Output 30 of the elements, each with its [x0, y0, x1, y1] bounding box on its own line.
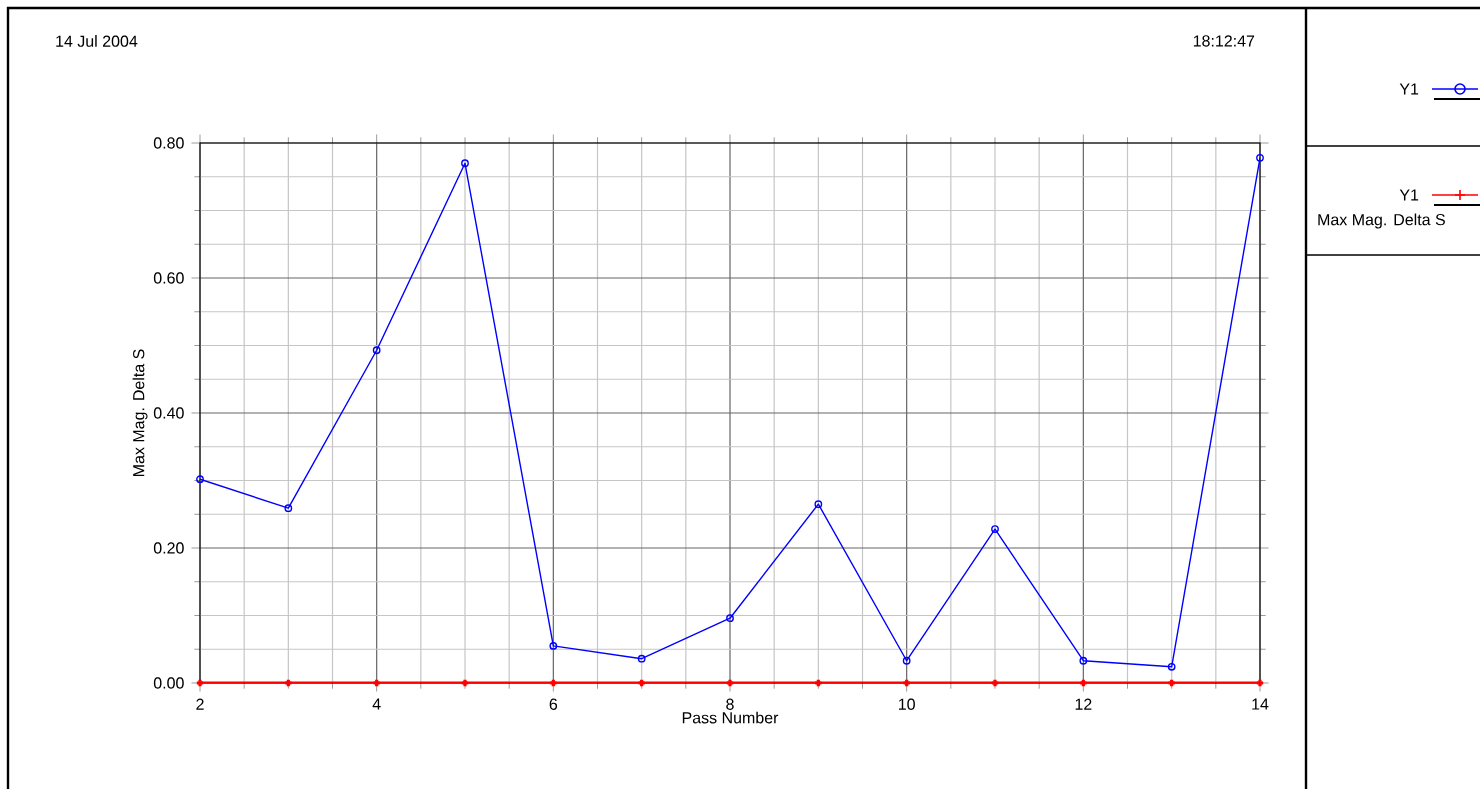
point — [372, 346, 381, 355]
point — [1079, 656, 1088, 665]
text: 14 Jul 2004 — [56, 35, 138, 47]
point — [284, 504, 293, 513]
x-tick-label: 8 — [726, 698, 734, 710]
y-tick-label: 0.60 — [153, 272, 184, 284]
legend-label: Y1 — [1399, 83, 1419, 95]
x-tick-label: 12 — [1075, 698, 1092, 710]
y-axis-title: Max Mag. Delta S — [132, 349, 148, 477]
point — [902, 656, 911, 665]
point — [637, 654, 646, 663]
y-tick-label: 0.80 — [153, 137, 184, 149]
y-tick-label: 0.00 — [153, 677, 184, 689]
point — [726, 614, 734, 623]
x-axis-title: Pass Number — [682, 711, 779, 724]
y-tick-label: 0.40 — [153, 407, 184, 419]
x-tick-label: 10 — [899, 698, 915, 710]
y-tick-label: 0.20 — [153, 542, 184, 554]
point — [461, 159, 469, 168]
point — [549, 641, 558, 650]
point — [1167, 662, 1176, 671]
x-tick-label: 4 — [372, 698, 381, 710]
point — [814, 500, 823, 509]
x-tick-label: 6 — [549, 698, 558, 710]
legend-label: Y1 — [1399, 189, 1419, 201]
x-tick-label: 14 — [1252, 698, 1269, 710]
text: Max Mag. Delta S — [1318, 213, 1445, 229]
point — [991, 525, 999, 533]
x-tick-label: 2 — [196, 698, 204, 710]
text: 18:12:47 — [1193, 35, 1255, 47]
